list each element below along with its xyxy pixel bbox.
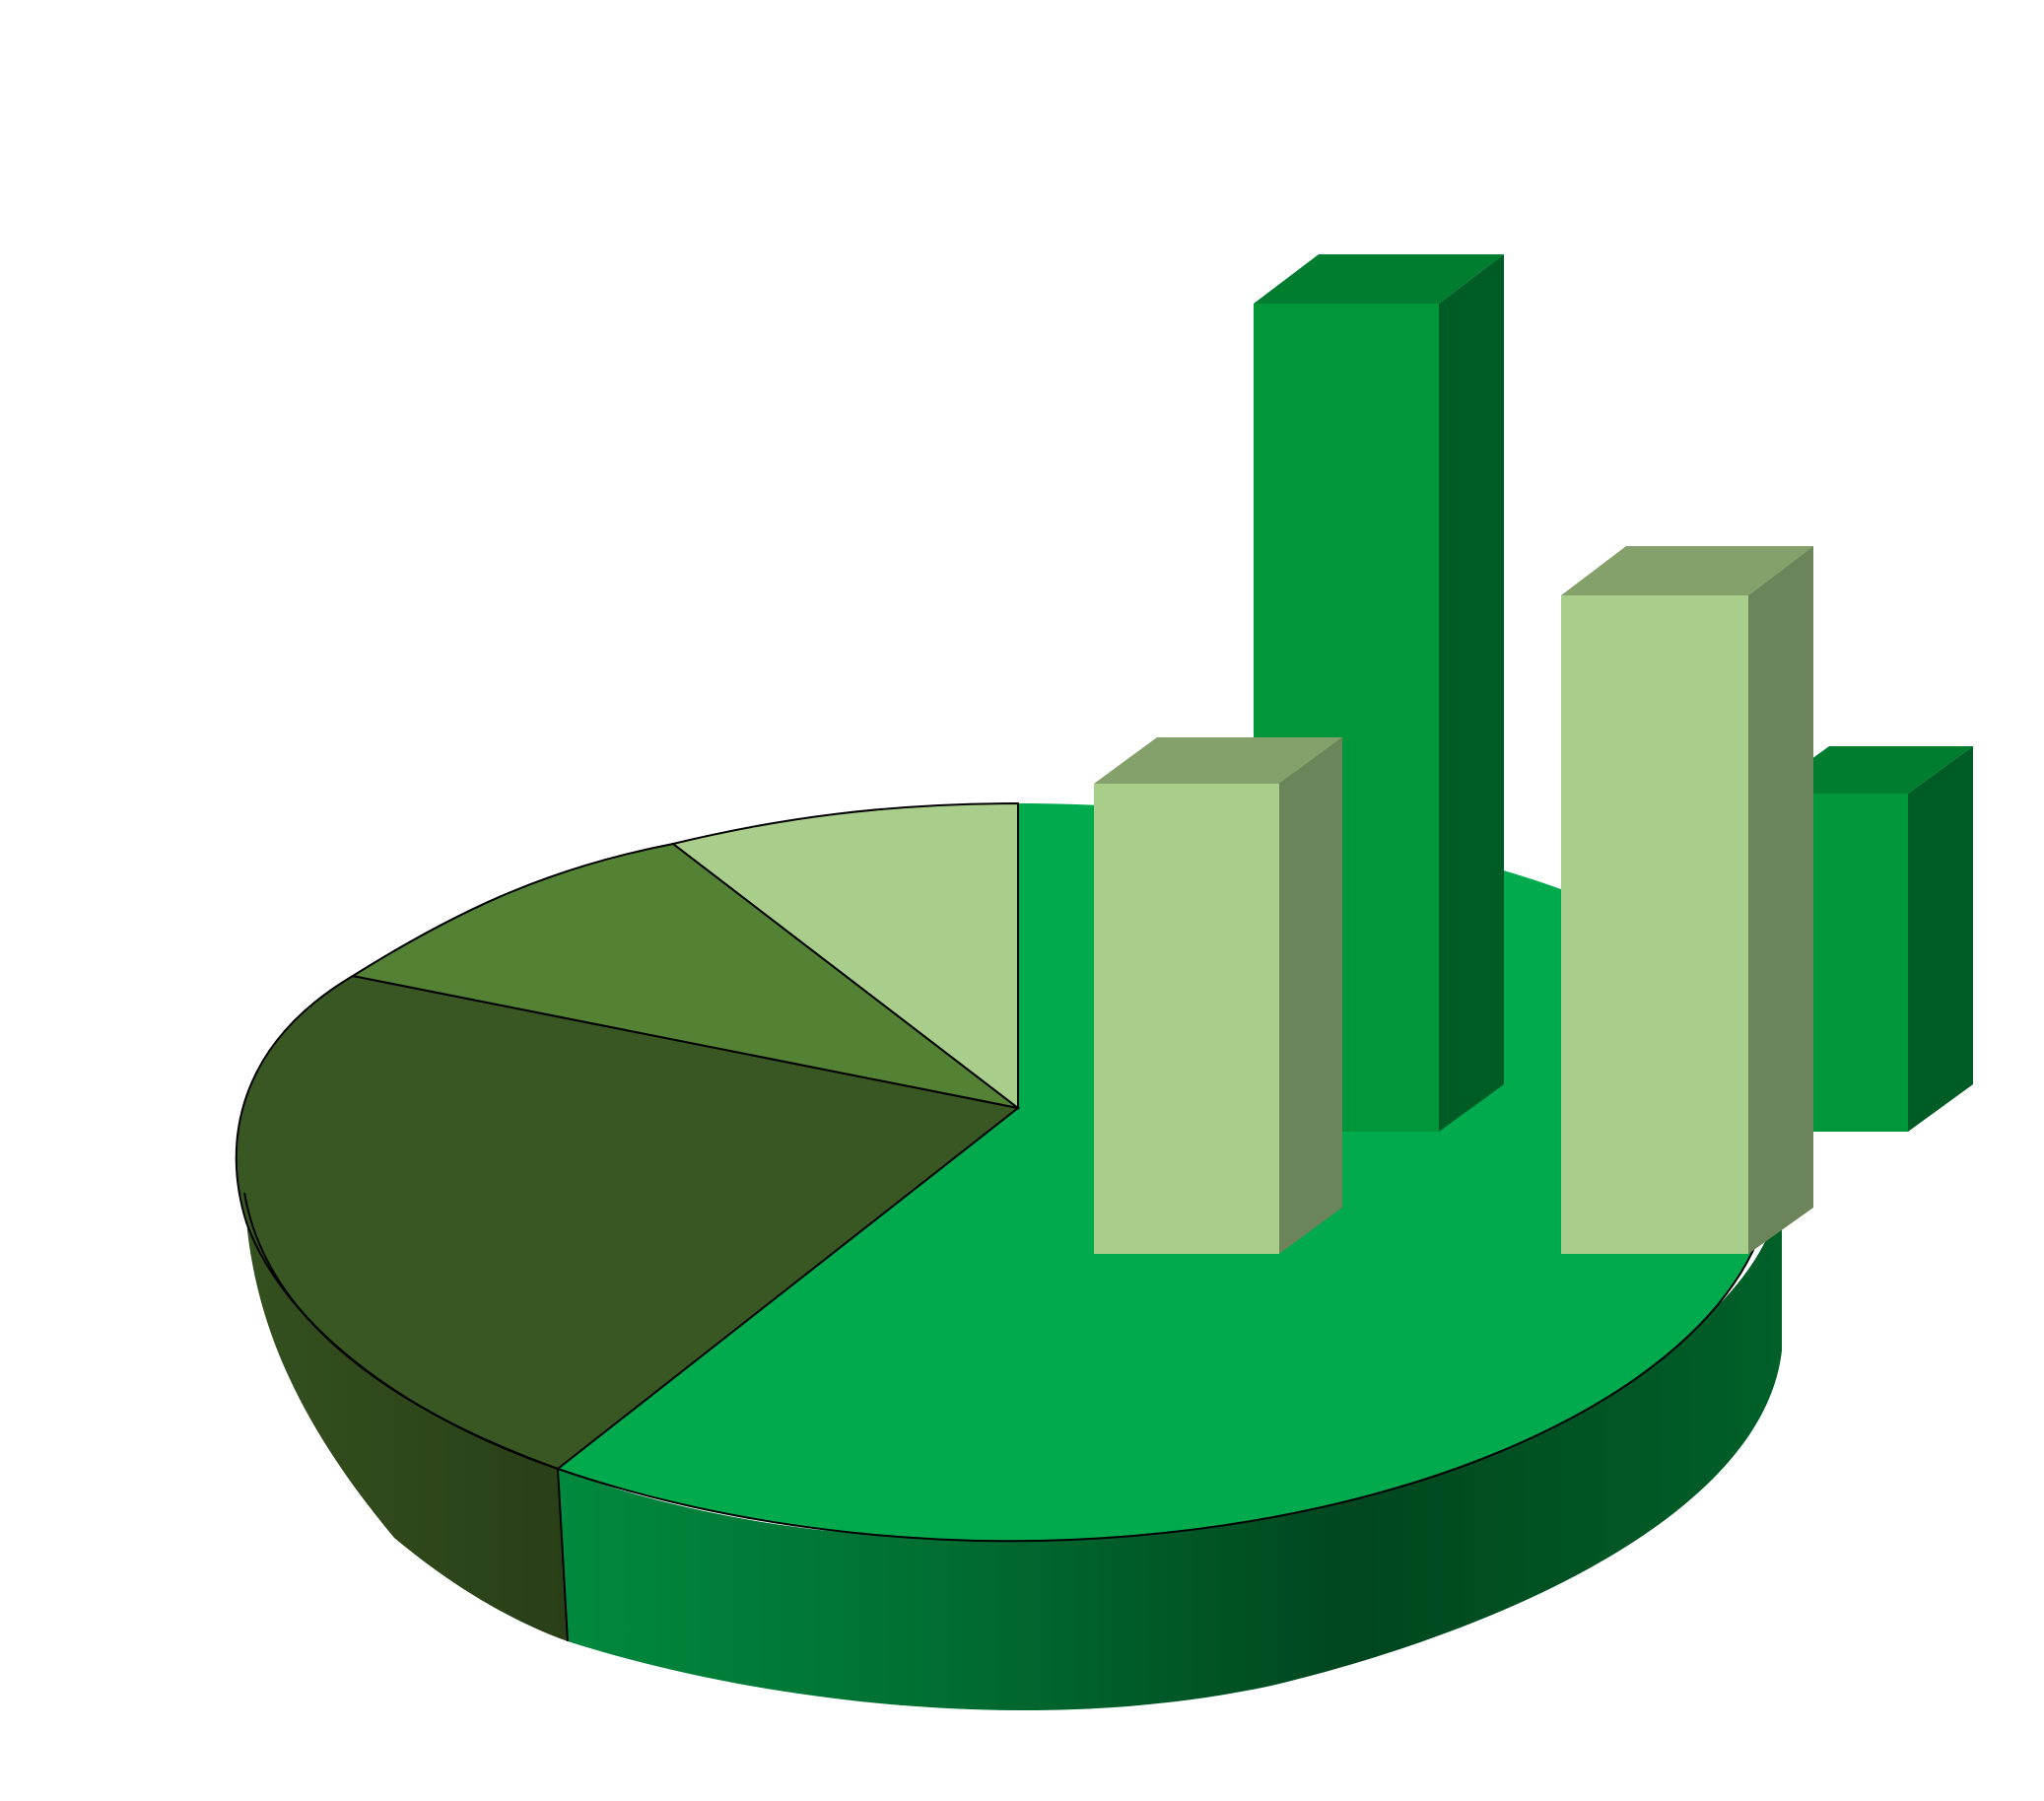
pie-top-light-slice xyxy=(670,801,1019,1111)
pie-side-edge-line xyxy=(557,1468,569,1642)
bar-light-right-top xyxy=(1561,546,1813,595)
bar-green-tall-side xyxy=(1439,254,1504,1132)
pie-top-mid-slice xyxy=(350,842,1019,1109)
bar-green-tall-top xyxy=(1254,254,1504,304)
pie-side-dark-wall xyxy=(244,1183,568,1641)
bar-light-left xyxy=(1094,737,1342,1254)
pie-side-bright-wall xyxy=(558,1193,1782,1711)
bar-green-short-side xyxy=(1908,746,1973,1132)
bar-light-left-side xyxy=(1279,737,1342,1254)
pie-top-left-rim-line xyxy=(243,1192,559,1470)
bar-light-left-top xyxy=(1094,737,1342,784)
bar-green-short-top xyxy=(1764,746,1973,794)
bar-light-right-side xyxy=(1748,546,1813,1254)
bar-light-left-front xyxy=(1094,784,1279,1254)
bar-light-right-front xyxy=(1561,595,1748,1254)
pie-top-rim-line xyxy=(557,1221,1765,1543)
bar-light-right xyxy=(1561,546,1813,1254)
